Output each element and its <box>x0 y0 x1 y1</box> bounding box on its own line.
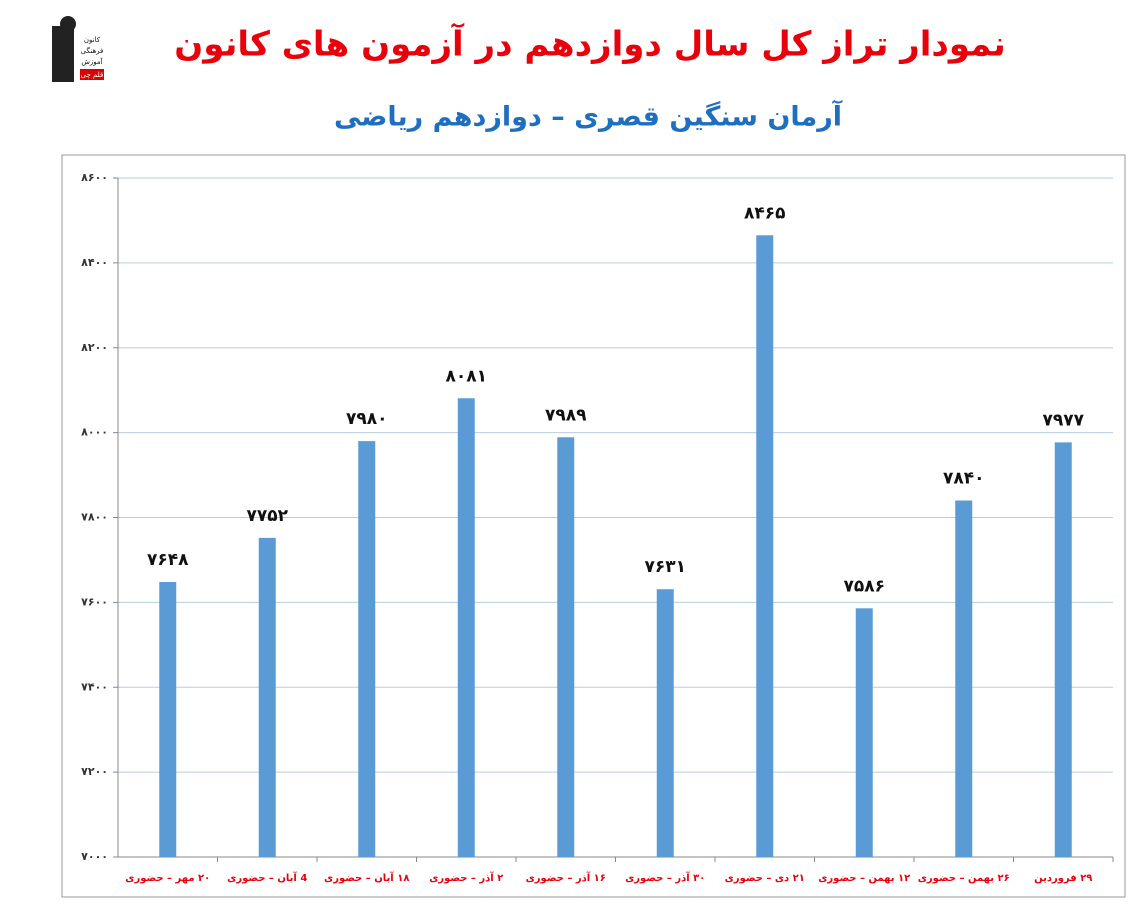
chart-border <box>61 154 1126 898</box>
y-tick-label: ۷۴۰۰ <box>81 680 108 693</box>
value-label: ۷۹۸۹ <box>545 405 587 425</box>
logo-text: قلم چی <box>81 71 104 79</box>
x-tick-label: ۱۲ بهمن – حضوری <box>818 873 910 884</box>
value-label: ۷۸۴۰ <box>943 469 985 489</box>
x-tick-label: ۱۶ آذر – حضوری <box>526 871 606 884</box>
bar <box>358 441 376 857</box>
y-tick-label: ۷۶۰۰ <box>81 595 108 608</box>
logo-text: فرهنگی <box>81 46 104 55</box>
chart-subtitle: آرمان سنگین قصری – دوازدهم ریاضی <box>334 100 843 133</box>
y-tick-label: ۷۸۰۰ <box>81 511 108 524</box>
bar <box>557 437 575 857</box>
bar <box>855 608 873 857</box>
bar <box>1054 442 1072 857</box>
x-tick-label: 4 آبان – حضوری <box>227 871 307 884</box>
value-label: ۸۰۸۱ <box>445 366 487 386</box>
logo-text: کانون <box>84 36 101 44</box>
bar <box>656 589 674 857</box>
bar <box>955 500 973 857</box>
value-label: ۷۵۸۶ <box>843 576 885 596</box>
value-label: ۸۴۶۵ <box>744 203 786 223</box>
value-label: ۷۶۴۸ <box>147 550 189 570</box>
y-tick-label: ۸۴۰۰ <box>81 256 108 269</box>
chart-title: نمودار تراز کل سال دوازدهم در آزمون های … <box>174 23 1006 65</box>
x-tick-label: ۲۰ مهر – حضوری <box>125 873 210 884</box>
logo-text: آموزش <box>81 57 103 66</box>
x-tick-label: ۲۶ بهمن – حضوری <box>918 873 1010 884</box>
value-label: ۷۶۳۱ <box>644 557 686 577</box>
bar <box>159 582 177 857</box>
logo-badge <box>80 69 104 80</box>
y-tick-label: ۷۲۰۰ <box>81 765 108 778</box>
x-tick-label: ۲۹ فروردین <box>1034 873 1092 884</box>
x-tick-label: ۲۱ دی – حضوری <box>725 873 805 884</box>
bar <box>756 235 774 857</box>
value-label: ۷۷۵۲ <box>246 506 288 526</box>
y-tick-label: ۷۰۰۰ <box>81 850 108 863</box>
y-tick-label: ۸۶۰۰ <box>81 171 108 184</box>
logo-figure <box>52 26 74 82</box>
value-label: ۷۹۷۷ <box>1042 410 1084 430</box>
value-label: ۷۹۸۰ <box>346 409 388 429</box>
x-tick-label: ۳۰ آذر – حضوری <box>625 871 705 884</box>
bar <box>457 398 475 857</box>
y-tick-label: ۸۲۰۰ <box>81 341 108 354</box>
logo: کانون فرهنگی آموزش قلم چی <box>52 16 104 82</box>
logo-head <box>60 16 76 32</box>
x-tick-label: ۲ آذر – حضوری <box>429 871 503 884</box>
bar <box>258 537 276 857</box>
y-tick-label: ۸۰۰۰ <box>81 426 108 439</box>
x-tick-label: ۱۸ آبان – حضوری <box>324 871 409 884</box>
